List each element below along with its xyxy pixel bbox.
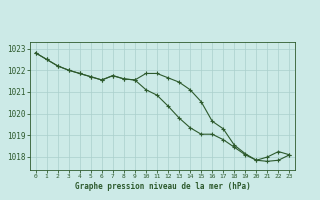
X-axis label: Graphe pression niveau de la mer (hPa): Graphe pression niveau de la mer (hPa) bbox=[75, 182, 250, 191]
